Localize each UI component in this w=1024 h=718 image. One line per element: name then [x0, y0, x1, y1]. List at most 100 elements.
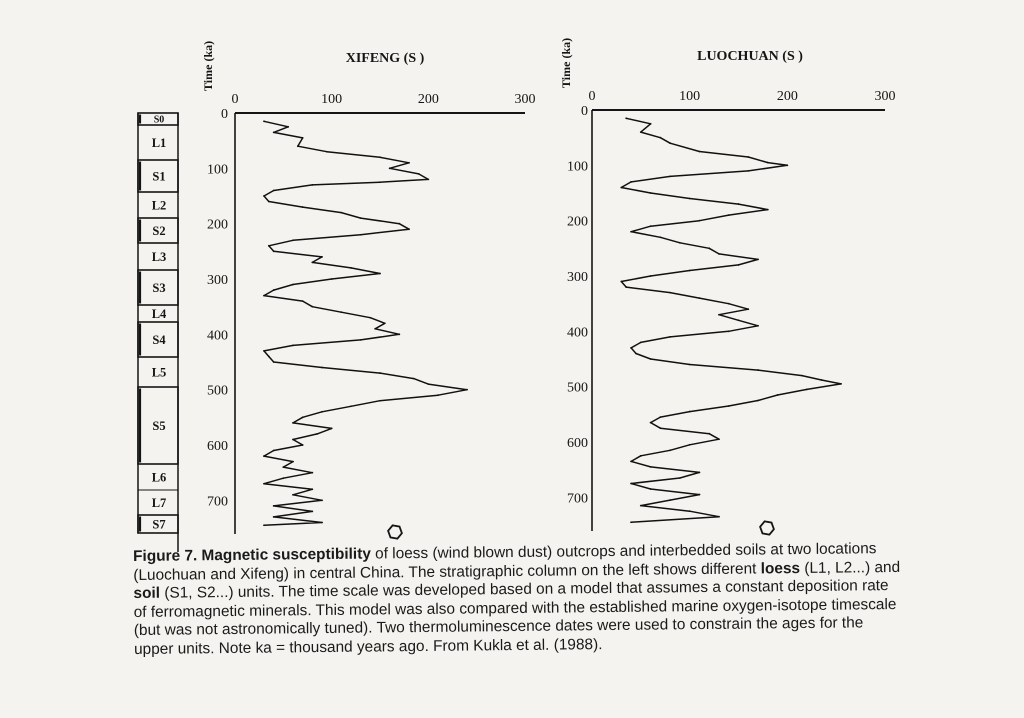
data-point: [311, 305, 314, 308]
data-point: [379, 372, 381, 374]
data-point: [635, 352, 637, 355]
data-point: [408, 161, 410, 164]
data-point: [340, 311, 343, 314]
y-tick-label: 200: [207, 218, 228, 233]
data-point: [727, 405, 730, 407]
data-point: [272, 504, 275, 507]
data-point: [398, 333, 401, 336]
strat-unit-label: L7: [152, 496, 167, 510]
data-point: [625, 117, 628, 120]
data-point: [311, 488, 314, 491]
data-point: [267, 200, 270, 203]
caption-bold-loess: loess: [760, 559, 801, 578]
data-point: [649, 192, 652, 194]
data-point: [747, 156, 750, 158]
strat-unit-label: L5: [152, 366, 167, 380]
data-point: [263, 524, 265, 527]
data-point: [466, 388, 468, 391]
data-point: [311, 471, 314, 474]
strat-unit-label: L3: [152, 250, 167, 264]
data-point: [417, 172, 420, 175]
data-point: [316, 433, 319, 435]
data-point: [321, 410, 323, 413]
data-point: [649, 122, 652, 125]
data-point: [301, 300, 304, 303]
data-point: [688, 510, 691, 513]
data-point: [267, 244, 270, 247]
data-point: [698, 297, 701, 300]
data-point: [350, 267, 352, 269]
data-point: [272, 189, 275, 192]
caption-label: Figure 7.: [133, 547, 198, 565]
series-line: [263, 120, 468, 526]
caption-text-3: (S1, S2...) units. The time scale was de…: [133, 577, 897, 658]
data-point: [321, 255, 323, 258]
data-point: [766, 161, 769, 164]
data-point: [639, 131, 642, 134]
data-point: [757, 399, 759, 402]
data-point: [698, 219, 701, 222]
data-point: [379, 181, 381, 184]
strat-unit-label: S5: [152, 419, 165, 433]
caption-text-2: (L1, L2...) and: [799, 558, 901, 577]
x-tick-label: 200: [418, 92, 439, 107]
data-point: [263, 482, 265, 485]
hexagon-marker: [387, 524, 403, 540]
data-point: [688, 269, 691, 272]
data-point: [359, 338, 362, 341]
y-tick-label: 400: [207, 328, 228, 343]
data-point: [805, 388, 808, 391]
data-point: [708, 432, 711, 435]
x-tick-label: 0: [589, 89, 596, 104]
data-point: [737, 203, 740, 205]
data-point: [659, 136, 662, 139]
data-point: [369, 316, 372, 319]
data-point: [379, 272, 381, 275]
data-point: [301, 444, 304, 446]
data-point: [698, 493, 701, 496]
chart-xifeng: XIFENG (S ) Time (ka) 0 100 200 300 0 100 200 300…: [201, 41, 536, 534]
y-tick-label: 700: [567, 491, 588, 506]
data-point: [747, 308, 750, 311]
data-point: [292, 283, 294, 286]
figure-caption: Figure 7. Magnetic susceptibility of loe…: [133, 540, 904, 660]
x-tick-label: 0: [232, 92, 239, 107]
data-point: [840, 383, 842, 385]
data-point: [292, 438, 294, 441]
caption-bold-soil: soil: [133, 584, 161, 603]
data-point: [379, 156, 381, 159]
data-point: [669, 335, 672, 338]
data-point: [292, 493, 294, 496]
data-point: [282, 477, 285, 480]
data-point: [379, 399, 381, 402]
data-point: [747, 169, 750, 172]
data-point: [649, 466, 652, 468]
data-point: [639, 504, 642, 507]
data-point: [325, 150, 328, 153]
data-point: [688, 410, 691, 413]
data-point: [669, 499, 672, 501]
data-point: [649, 275, 652, 277]
data-point: [639, 341, 642, 344]
y-tick-label: 600: [207, 439, 228, 454]
data-point: [292, 239, 294, 242]
y-axis-label: Time (ka): [559, 38, 573, 88]
data-point: [757, 369, 759, 371]
data-point: [330, 427, 333, 430]
data-point: [263, 350, 265, 352]
data-point: [659, 236, 662, 239]
strat-unit-label: L1: [152, 136, 167, 150]
data-point: [659, 416, 662, 418]
x-tick-label: 100: [321, 92, 342, 107]
data-point: [272, 449, 275, 452]
y-tick-label: 600: [567, 436, 588, 451]
data-point: [272, 516, 275, 518]
data-point: [272, 131, 275, 134]
data-point: [287, 125, 290, 128]
data-point: [820, 379, 823, 381]
td-marker-luochuan: [759, 520, 775, 536]
data-point: [301, 416, 304, 419]
data-point: [727, 214, 730, 217]
data-point: [282, 466, 285, 469]
strat-unit-label: S7: [152, 518, 165, 532]
